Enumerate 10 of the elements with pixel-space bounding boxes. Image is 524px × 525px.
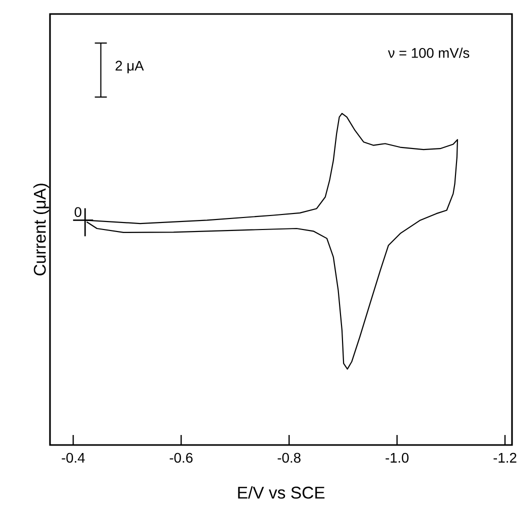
x-tick-label: -0.6 — [170, 452, 193, 463]
annotation: 0 — [74, 207, 82, 218]
x-tick-label: -0.4 — [62, 452, 85, 463]
text: ν = 100 mV/s — [388, 48, 470, 58]
x-tick-label: -0.8 — [278, 452, 301, 463]
x-tick-label: -1.2 — [494, 452, 516, 463]
text: 2 μA — [116, 60, 144, 74]
x-axis-title: E/V vs SCE — [238, 486, 324, 499]
y-axis-title: Current (μA) — [33, 184, 50, 276]
x-tick-label: -1.0 — [386, 452, 409, 463]
